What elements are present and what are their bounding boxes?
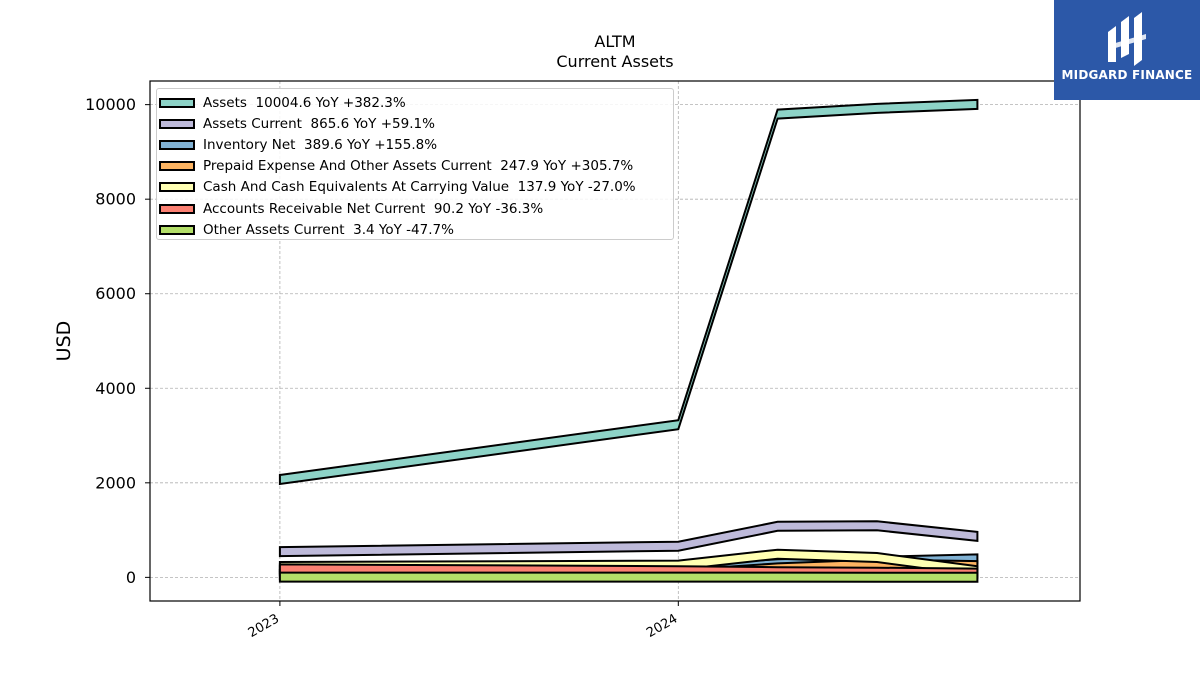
series-band-other-assets-current [278,571,979,583]
logo-text: MIDGARD FINANCE [1061,68,1193,82]
series-band-assets [278,98,979,486]
midgard-logo-icon [1108,12,1146,66]
series-band-assets-current [278,520,979,558]
legend-item: Assets 10004.6 YoY +382.3% [157,92,673,113]
legend-swatch [159,224,195,235]
y-tick-label: 8000 [95,190,136,209]
y-tick-label: 10000 [85,95,136,114]
x-tick-label: 2024 [644,611,680,641]
legend-label: Other Assets Current 3.4 YoY -47.7% [203,221,454,238]
midgard-finance-logo: MIDGARD FINANCE [1054,0,1200,100]
legend-label: Assets Current 865.6 YoY +59.1% [203,115,435,132]
legend-swatch [159,139,195,150]
legend-label: Assets 10004.6 YoY +382.3% [203,94,406,111]
chart-title: ALTM [594,32,636,51]
legend-swatch [159,203,195,214]
legend-item: Other Assets Current 3.4 YoY -47.7% [157,219,673,240]
legend-item: Inventory Net 389.6 YoY +155.8% [157,134,673,155]
legend-swatch [159,97,195,108]
legend-item: Cash And Cash Equivalents At Carrying Va… [157,177,673,198]
plot-frame [149,80,1081,602]
legend-label: Inventory Net 389.6 YoY +155.8% [203,136,438,153]
y-axis-label: USD [53,321,75,362]
legend-item: Accounts Receivable Net Current 90.2 YoY… [157,198,673,219]
legend-label: Prepaid Expense And Other Assets Current… [203,158,634,175]
y-tick-label: 2000 [95,473,136,492]
chart-legend: Assets 10004.6 YoY +382.3% Assets Current… [156,88,674,240]
legend-swatch [159,182,195,193]
legend-label: Accounts Receivable Net Current 90.2 YoY… [203,200,544,217]
y-tick-label: 4000 [95,379,136,398]
legend-label: Cash And Cash Equivalents At Carrying Va… [203,179,636,196]
y-tick-label: 0 [126,568,136,587]
legend-item: Assets Current 865.6 YoY +59.1% [157,113,673,134]
legend-item: Prepaid Expense And Other Assets Current… [157,156,673,177]
legend-swatch [159,161,195,172]
x-tick-label: 2023 [246,611,282,641]
chart-subtitle: Current Assets [556,52,674,71]
y-tick-label: 6000 [95,284,136,303]
legend-swatch [159,118,195,129]
